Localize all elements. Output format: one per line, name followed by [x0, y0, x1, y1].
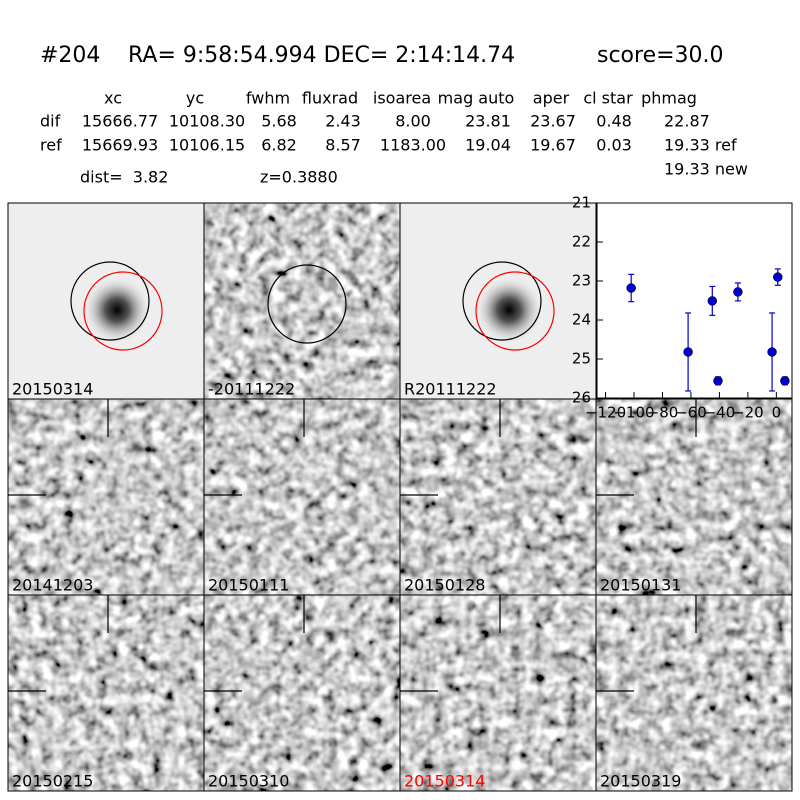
x-tick-label: −20: [732, 404, 764, 422]
cell: 15666.77: [82, 112, 158, 131]
cell: 10106.15: [169, 136, 245, 155]
image-panel: 20150131: [595, 398, 793, 596]
panel-label: 20150310: [208, 772, 289, 791]
cell: 8.57: [325, 136, 361, 155]
cell: 19.04: [465, 136, 511, 155]
cell: 15669.93: [82, 136, 158, 155]
image-panel: 20150215: [7, 594, 205, 792]
data-point: [713, 376, 723, 386]
x-tick-label: 0: [772, 404, 782, 422]
x-tick-label: −100: [613, 404, 654, 422]
aperture-black: [70, 261, 150, 341]
noise-image: [596, 595, 792, 791]
cell: 0.48: [596, 112, 632, 131]
panel-frame: [595, 594, 793, 792]
image-panel: R20111222: [399, 202, 597, 400]
column-header: phmag: [641, 89, 697, 108]
data-point: [780, 376, 790, 386]
image-panel: 20150319: [595, 594, 793, 792]
image-panel: -20111222: [203, 202, 401, 400]
y-tick-label: 21: [572, 194, 591, 212]
column-header: yc: [186, 89, 204, 108]
cell: 10108.30: [169, 112, 245, 131]
noise-image: [8, 595, 204, 791]
row-label: dif: [40, 112, 61, 131]
panel-label: -20111222: [208, 380, 295, 399]
y-tick-label: 22: [572, 233, 591, 251]
panel-label: 20141203: [12, 576, 93, 595]
data-point: [767, 347, 777, 357]
aperture-black: [267, 264, 347, 344]
cell: 0.03: [596, 136, 632, 155]
column-header: aper: [533, 89, 570, 108]
cell: 6.82: [261, 136, 297, 155]
panel-label: R20111222: [404, 380, 497, 399]
y-tick-label: 25: [572, 350, 591, 368]
image-panel: 20150314: [399, 594, 597, 792]
distance: dist= 3.82: [80, 168, 168, 187]
y-tick-label: 24: [572, 311, 591, 329]
aperture-black: [462, 261, 542, 341]
noise-image: [596, 399, 792, 595]
column-header: fluxrad: [302, 89, 358, 108]
panel-label: 20150314: [404, 772, 485, 791]
noise-image: [8, 399, 204, 595]
y-tick-label: 26: [572, 389, 591, 407]
coordinates: RA= 9:58:54.994 DEC= 2:14:14.74: [128, 43, 515, 68]
source-blob: [475, 276, 543, 344]
phmag-note: 19.33 new: [664, 160, 748, 179]
x-tick-label: −40: [704, 404, 736, 422]
data-point: [707, 296, 718, 306]
cell: 19.67: [530, 136, 576, 155]
x-tick-label: −120: [585, 404, 626, 422]
cell: 23.67: [530, 112, 576, 131]
image-panel: 20150128: [399, 398, 597, 596]
cell: 23.81: [465, 112, 511, 131]
image-panel: 20150111: [203, 398, 401, 596]
panel-label: 20150314: [12, 380, 93, 399]
panel-label: 20150131: [600, 576, 681, 595]
column-header: mag auto: [438, 89, 515, 108]
y-tick-label: 23: [572, 272, 591, 290]
row-label: ref: [40, 136, 62, 155]
cell: 5.68: [261, 112, 297, 131]
cell: 19.33 ref: [664, 136, 737, 155]
column-header: fwhm: [246, 89, 290, 108]
image-panel: 20150310: [203, 594, 401, 792]
aperture-red: [83, 271, 163, 351]
noise-image: [204, 595, 400, 791]
noise-image: [204, 203, 400, 399]
image-panel: 20141203: [7, 398, 205, 596]
cell: 8.00: [395, 112, 431, 131]
panel-label: 20150111: [208, 576, 289, 595]
panel-label: 20150128: [404, 576, 485, 595]
data-point: [733, 287, 743, 297]
noise-image: [400, 399, 596, 595]
column-header: cl star: [583, 89, 633, 108]
data-point: [626, 283, 636, 293]
image-panel: 20150314: [7, 202, 205, 400]
panel-label: 20150215: [12, 772, 93, 791]
panel-label: 20150319: [600, 772, 681, 791]
aperture-red: [475, 271, 555, 351]
noise-image: [400, 595, 596, 791]
x-tick-label: −60: [675, 404, 707, 422]
candidate-id: #204: [40, 43, 100, 68]
cell: 2.43: [325, 112, 361, 131]
noise-image: [204, 399, 400, 595]
source-blob: [83, 276, 151, 344]
score: score=30.0: [597, 43, 724, 68]
column-header: isoarea: [373, 89, 431, 108]
data-point: [773, 272, 783, 282]
cell: 22.87: [664, 112, 710, 131]
data-point: [683, 347, 693, 357]
column-header: xc: [104, 89, 122, 108]
plot-area: [596, 202, 793, 399]
redshift: z=0.3880: [260, 168, 338, 187]
x-tick-label: −80: [647, 404, 679, 422]
cell: 1183.00: [380, 136, 446, 155]
